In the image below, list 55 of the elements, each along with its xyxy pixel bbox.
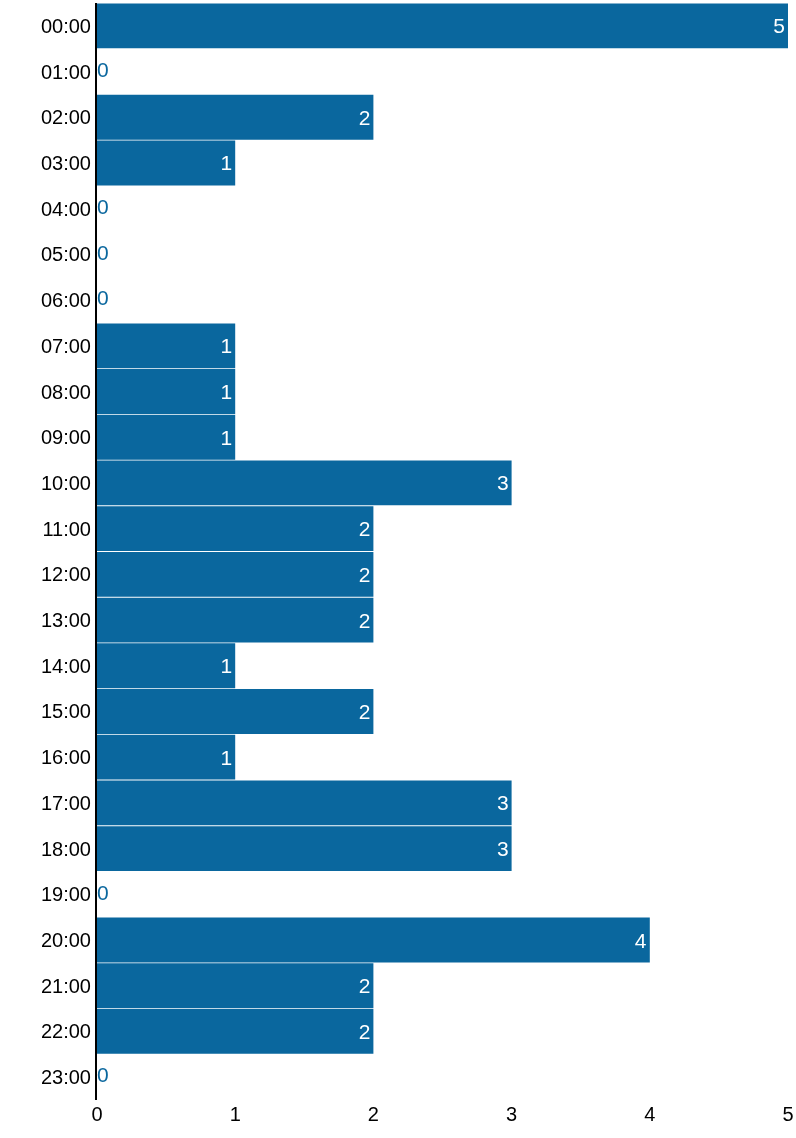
y-tick-label: 04:00: [40, 197, 91, 220]
x-tick-label: 2: [367, 1103, 379, 1125]
data-label: 3: [496, 837, 509, 861]
data-label: 1: [220, 745, 233, 769]
x-tick-label: 1: [229, 1103, 241, 1125]
y-tick-label: 09:00: [40, 426, 91, 449]
data-label: 1: [220, 151, 233, 175]
data-label: 4: [634, 928, 647, 952]
y-tick-label: 22:00: [40, 1020, 91, 1043]
data-label: 2: [358, 974, 371, 998]
y-tick-label: 18:00: [40, 837, 91, 860]
data-label: 2: [358, 608, 371, 632]
y-tick-label: 02:00: [40, 106, 91, 129]
y-tick-label: 14:00: [40, 654, 91, 677]
y-tick-label: 21:00: [40, 974, 91, 997]
x-tick-label: 3: [506, 1103, 518, 1125]
y-tick-label: 05:00: [40, 243, 91, 266]
y-tick-label: 10:00: [40, 471, 91, 494]
x-tick-label: 0: [91, 1103, 103, 1125]
data-label: 0: [97, 880, 109, 904]
y-tick-label: 01:00: [40, 60, 91, 83]
x-tick-label: 4: [644, 1103, 656, 1125]
data-label: 1: [220, 425, 233, 449]
y-tick-label: 03:00: [40, 151, 91, 174]
bar: [97, 3, 788, 49]
data-label: 2: [358, 562, 371, 586]
data-label: 1: [220, 654, 233, 678]
y-tick-label: 00:00: [40, 14, 91, 37]
data-label: 5: [773, 14, 785, 38]
data-label: 0: [97, 286, 109, 310]
x-tick-label: 5: [782, 1103, 794, 1125]
y-tick-label: 11:00: [42, 517, 91, 540]
data-label: 0: [97, 1063, 109, 1087]
y-tick-label: 08:00: [40, 380, 91, 403]
data-label: 1: [220, 334, 233, 358]
y-tick-label: 20:00: [40, 929, 91, 952]
y-tick-label: 07:00: [40, 334, 91, 357]
data-label: 2: [358, 105, 371, 129]
y-tick-label: 16:00: [40, 746, 91, 769]
data-label: 0: [97, 194, 109, 218]
data-label: 3: [496, 791, 509, 815]
data-label: 2: [358, 699, 371, 723]
y-tick-label: 23:00: [40, 1066, 91, 1089]
data-label: 2: [358, 1019, 371, 1043]
y-tick-label: 15:00: [40, 700, 91, 723]
y-tick-label: 06:00: [40, 289, 91, 312]
data-label: 2: [358, 517, 371, 541]
y-tick-label: 13:00: [40, 609, 91, 632]
data-label: 0: [97, 240, 109, 264]
y-tick-label: 12:00: [40, 563, 91, 586]
data-label: 1: [220, 380, 233, 404]
data-label: 0: [97, 57, 109, 81]
y-tick-label: 19:00: [40, 883, 91, 906]
y-tick-label: 17:00: [40, 791, 91, 814]
data-label: 3: [496, 471, 509, 495]
